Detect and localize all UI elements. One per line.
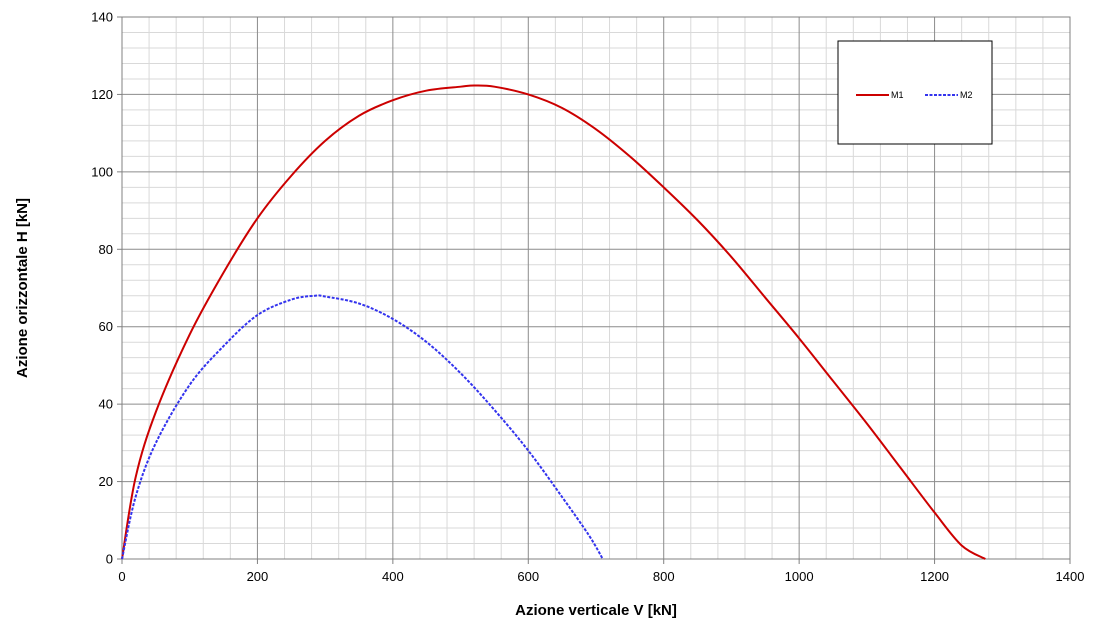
x-tick-label: 200 xyxy=(247,569,269,584)
y-tick-label: 100 xyxy=(91,164,113,179)
series-layer xyxy=(121,84,986,560)
legend-box xyxy=(837,40,993,145)
y-tick-label: 40 xyxy=(99,397,113,412)
series-line-m1 xyxy=(121,84,986,560)
y-tick-label: 20 xyxy=(99,474,113,489)
x-tick-label: 1400 xyxy=(1056,569,1085,584)
x-axis-tick-labels: 0 200 400 600 800 1000 1200 1400 xyxy=(118,559,1084,584)
x-tick-label: 1200 xyxy=(920,569,949,584)
x-axis-title: Azione verticale V [kN] xyxy=(515,602,677,619)
y-axis-title: Azione orizzontale H [kN] xyxy=(14,198,31,378)
x-tick-label: 0 xyxy=(118,569,125,584)
y-tick-label: 60 xyxy=(99,319,113,334)
minor-grid xyxy=(122,17,1070,559)
y-axis-tick-labels: 0 20 40 60 80 100 120 140 xyxy=(91,10,122,567)
x-tick-label: 600 xyxy=(517,569,539,584)
y-tick-label: 140 xyxy=(91,10,113,25)
plot-area-border xyxy=(121,16,1071,560)
legend-label-m2: M2 xyxy=(960,90,973,100)
x-tick-label: 800 xyxy=(653,569,675,584)
y-tick-label: 120 xyxy=(91,87,113,102)
legend: M1 M2 xyxy=(837,40,993,145)
y-tick-label: 0 xyxy=(106,552,113,567)
y-tick-label: 80 xyxy=(99,242,113,257)
series-line-m2 xyxy=(121,294,604,560)
x-tick-label: 400 xyxy=(382,569,404,584)
x-tick-label: 1000 xyxy=(785,569,814,584)
legend-label-m1: M1 xyxy=(891,90,904,100)
